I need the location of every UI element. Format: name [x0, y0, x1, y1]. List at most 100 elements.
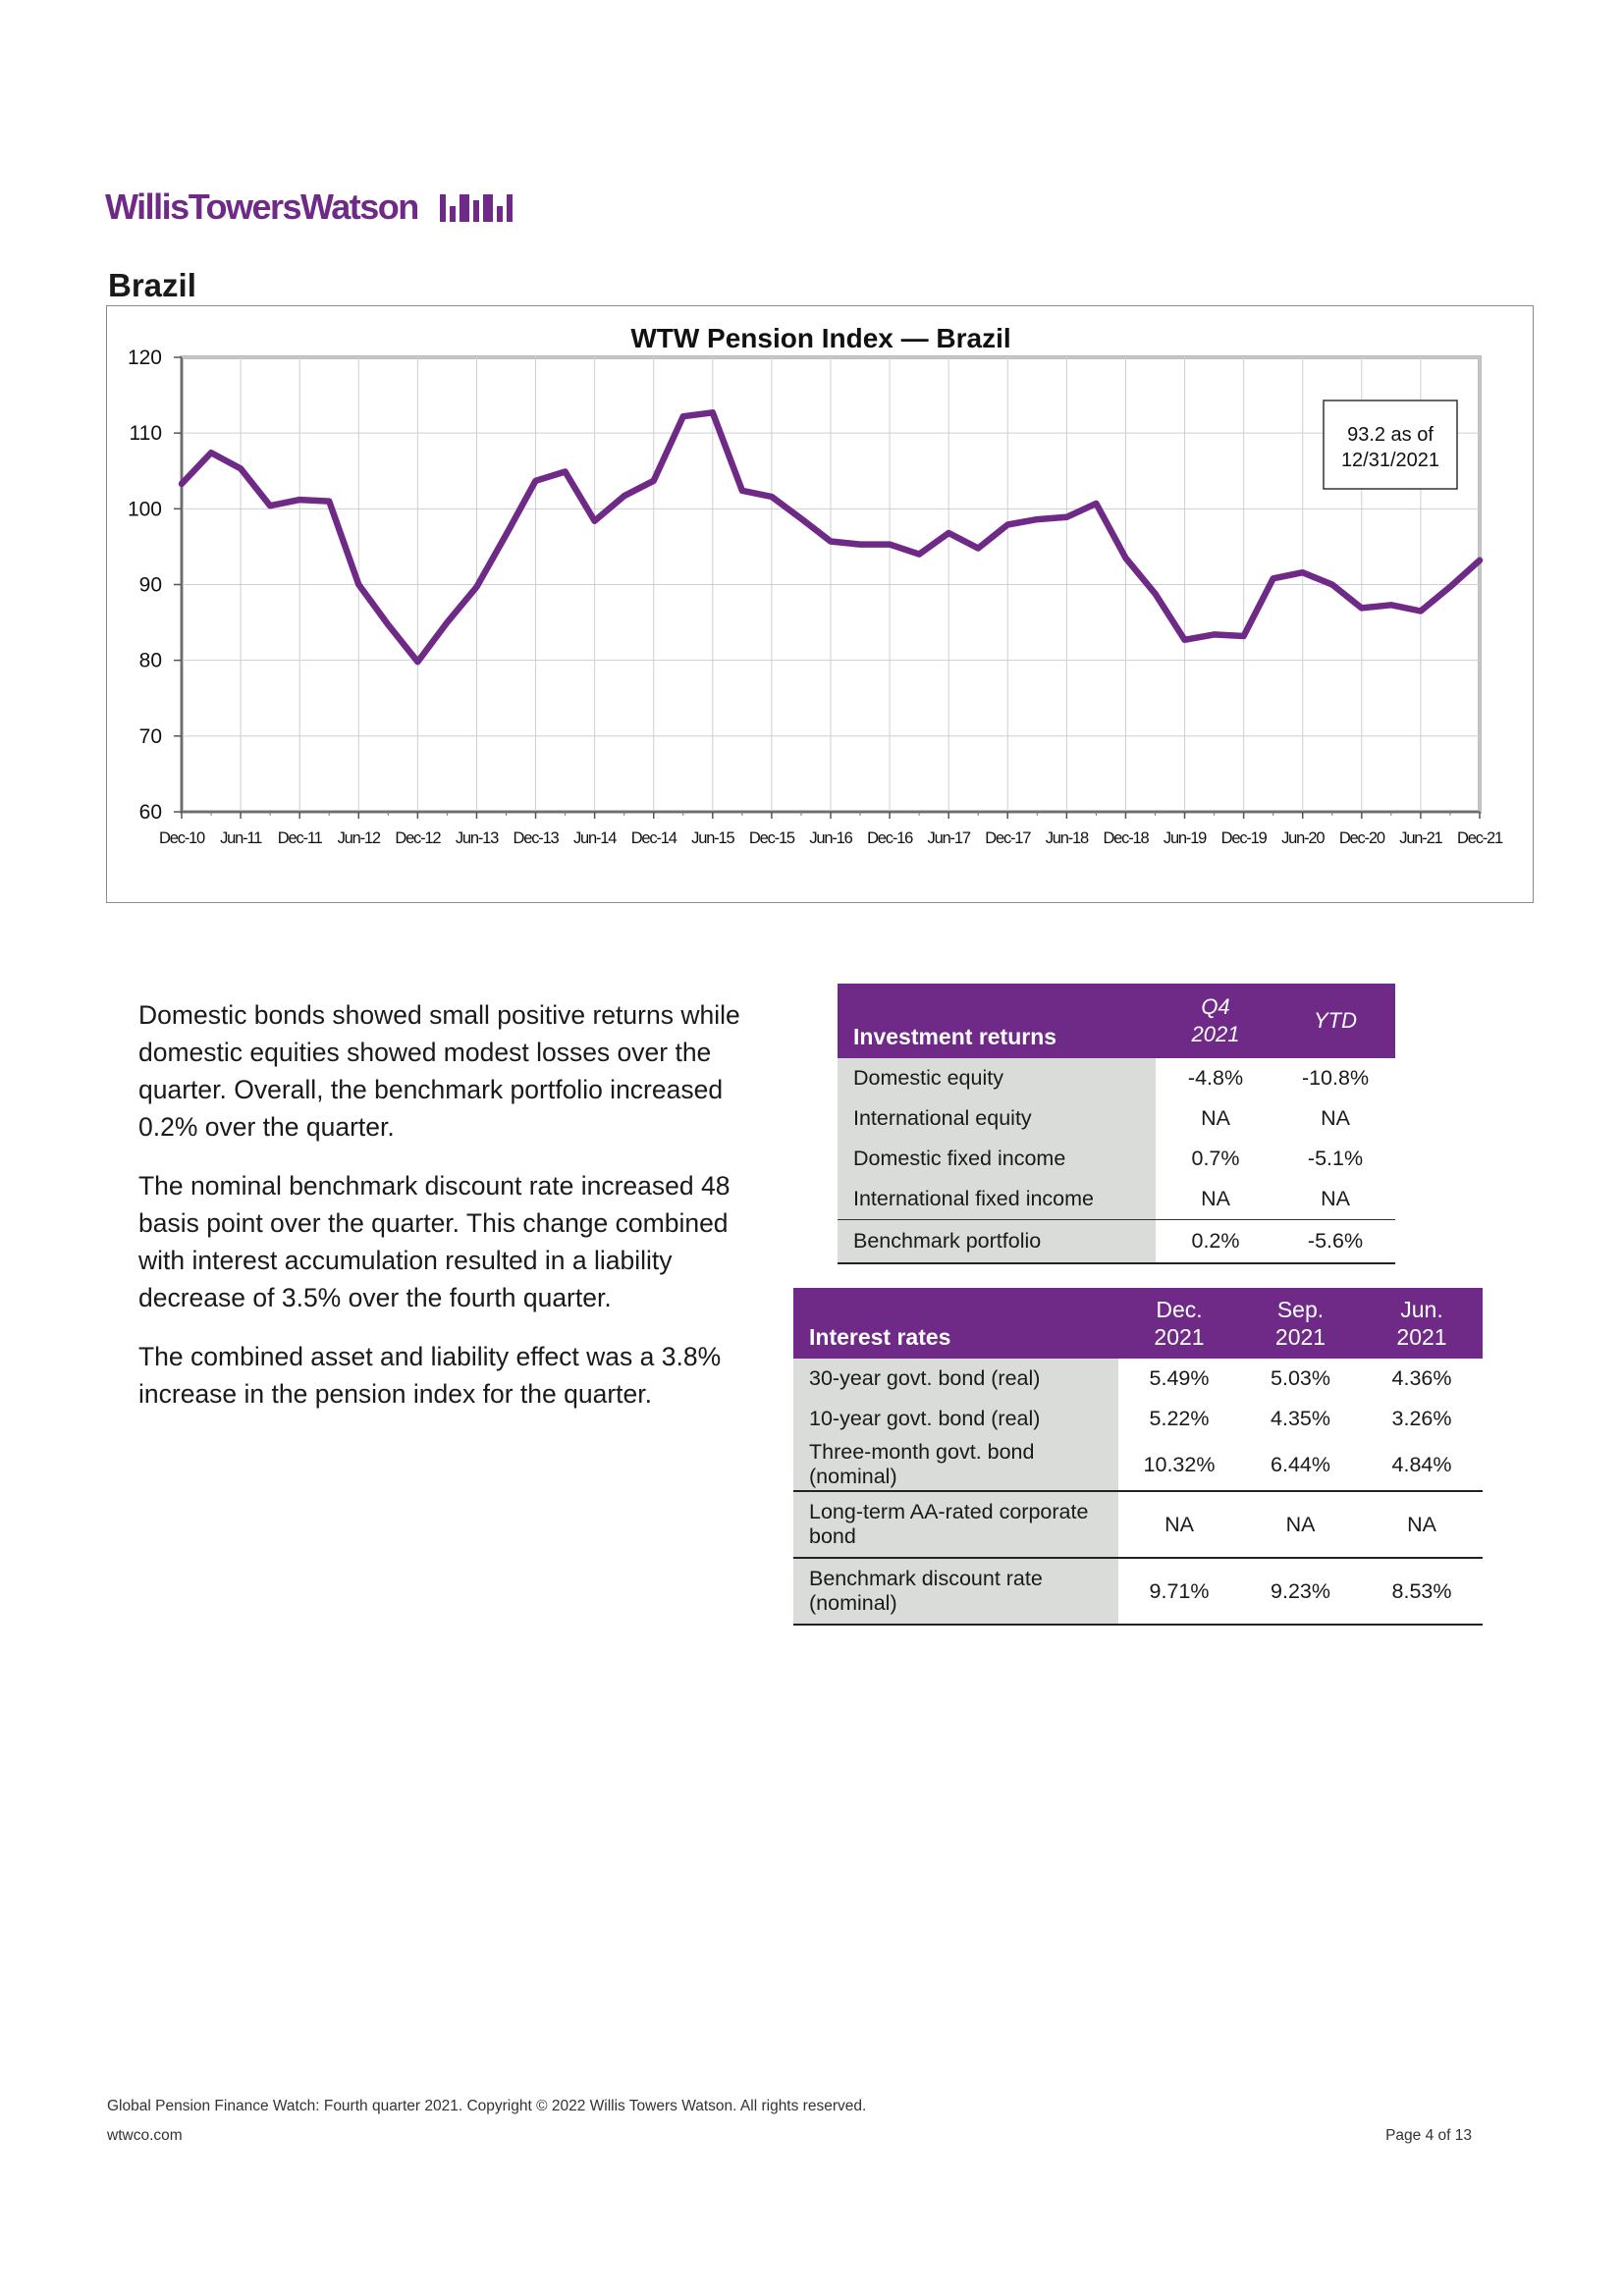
table-row: International fixed income NA NA — [838, 1179, 1395, 1220]
investment-returns-table: Investment returns Q4 2021 YTD Domestic … — [838, 984, 1395, 1264]
chart-annotation: 93.2 as of 12/31/2021 — [1323, 400, 1458, 490]
row-label: International fixed income — [838, 1179, 1156, 1220]
investment-returns-title: Investment returns — [838, 984, 1156, 1058]
x-tick-label: Jun-20 — [1281, 829, 1325, 847]
x-tick-label: Dec-18 — [1103, 829, 1149, 847]
table-header-row: Interest rates Dec. 2021 Sep. 2021 Jun. … — [793, 1288, 1483, 1359]
x-tick-label: Dec-15 — [749, 829, 795, 847]
interest-rates-title: Interest rates — [793, 1288, 1118, 1359]
y-tick-label: 90 — [139, 574, 162, 597]
chart-title: WTW Pension Index — Brazil — [630, 323, 1010, 353]
row-value: 5.03% — [1240, 1359, 1361, 1399]
paragraph-combined: The combined asset and liability effect … — [138, 1342, 722, 1409]
row-label: Benchmark discount rate (nominal) — [793, 1557, 1118, 1626]
table-row: Domestic equity -4.8% -10.8% — [838, 1058, 1395, 1098]
col-ytd-header: YTD — [1275, 984, 1395, 1058]
row-label-line1: Benchmark discount rate — [809, 1567, 1043, 1590]
x-tick-label: Jun-16 — [809, 829, 852, 847]
row-ytd-value: -5.6% — [1275, 1219, 1395, 1264]
x-tick-label: Dec-11 — [278, 829, 323, 847]
y-tick-label: 70 — [139, 725, 162, 748]
x-tick-label: Jun-13 — [456, 829, 499, 847]
x-tick-label: Dec-13 — [514, 829, 560, 847]
footer-site-link[interactable]: wtwco.com — [107, 2127, 183, 2144]
x-tick-label: Jun-15 — [691, 829, 734, 847]
row-q4-value: NA — [1156, 1179, 1275, 1220]
row-label-line2: (nominal) — [809, 1465, 897, 1488]
table-row: Domestic fixed income 0.7% -5.1% — [838, 1139, 1395, 1179]
row-label-line1: Three-month govt. bond — [809, 1440, 1035, 1464]
row-value: 6.44% — [1240, 1439, 1361, 1491]
x-tick-label: Jun-18 — [1046, 829, 1089, 847]
row-value: NA — [1118, 1490, 1240, 1558]
col-header-line2: 2021 — [1396, 1324, 1447, 1350]
col-q4-line2: 2021 — [1191, 1022, 1240, 1046]
x-tick-label: Dec-21 — [1457, 829, 1503, 847]
table-row: International equity NA NA — [838, 1098, 1395, 1139]
table-header-row: Investment returns Q4 2021 YTD — [838, 984, 1395, 1058]
row-label: Domestic equity — [838, 1058, 1156, 1098]
row-label: Three-month govt. bond (nominal) — [793, 1439, 1118, 1491]
x-tick-label: Jun-12 — [338, 829, 381, 847]
commentary: Domestic bonds showed small positive ret… — [138, 996, 777, 1434]
x-tick-label: Jun-21 — [1399, 829, 1442, 847]
row-value: 8.53% — [1361, 1557, 1483, 1626]
table-row-benchmark: Benchmark portfolio 0.2% -5.6% — [838, 1219, 1395, 1264]
x-tick-label: Dec-17 — [985, 829, 1031, 847]
col-jun-header: Jun. 2021 — [1361, 1288, 1483, 1359]
row-value: 9.71% — [1118, 1557, 1240, 1626]
col-dec-header: Dec. 2021 — [1118, 1288, 1240, 1359]
section-title: Brazil — [108, 267, 196, 303]
x-tick-label: Jun-19 — [1164, 829, 1207, 847]
row-ytd-value: NA — [1275, 1098, 1395, 1139]
interest-rates-table: Interest rates Dec. 2021 Sep. 2021 Jun. … — [793, 1288, 1483, 1626]
y-tick-label: 110 — [130, 422, 162, 445]
row-label: International equity — [838, 1098, 1156, 1139]
row-value: 4.36% — [1361, 1359, 1483, 1399]
y-tick-label: 100 — [128, 498, 162, 520]
x-tick-label: Dec-19 — [1221, 829, 1268, 847]
footer-page-number: Page 4 of 13 — [1385, 2127, 1472, 2144]
pension-index-chart-svg: WTW Pension Index — Brazil 60 70 80 90 100 11… — [128, 323, 1504, 847]
col-header-line1: Sep. — [1276, 1297, 1325, 1322]
col-q4-line1: Q4 — [1201, 994, 1230, 1019]
x-tick-label: Dec-12 — [395, 829, 441, 847]
x-tick-label: Jun-17 — [928, 829, 971, 847]
col-header-line2: 2021 — [1274, 1324, 1326, 1350]
y-tick-label: 80 — [139, 650, 162, 672]
col-sep-header: Sep. 2021 — [1240, 1288, 1361, 1359]
row-ytd-value: -10.8% — [1275, 1058, 1395, 1098]
row-q4-value: -4.8% — [1156, 1058, 1275, 1098]
row-label: 30-year govt. bond (real) — [793, 1359, 1118, 1399]
row-value: 9.23% — [1240, 1557, 1361, 1626]
row-label-line2: bond — [809, 1524, 856, 1548]
col-header-line1: Dec. — [1156, 1297, 1203, 1322]
annotation-line-2: 12/31/2021 — [1341, 450, 1439, 471]
row-value: NA — [1361, 1490, 1483, 1558]
logo-bars-icon — [439, 192, 513, 222]
table-row: 30-year govt. bond (real) 5.49% 5.03% 4.… — [793, 1359, 1483, 1399]
pension-index-series-line — [178, 409, 1484, 666]
table-row: Three-month govt. bond (nominal) 10.32% … — [793, 1439, 1483, 1491]
x-tick-label: Dec-14 — [631, 829, 677, 847]
row-value: 5.22% — [1118, 1399, 1240, 1439]
paragraph-assets: Domestic bonds showed small positive ret… — [138, 1000, 740, 1142]
row-value: 5.49% — [1118, 1359, 1240, 1399]
x-tick-label: Dec-16 — [867, 829, 913, 847]
row-value: 10.32% — [1118, 1439, 1240, 1491]
footer-copyright: Global Pension Finance Watch: Fourth qua… — [107, 2098, 867, 2114]
logo-wordmark: WillisTowersWatson — [105, 187, 419, 227]
annotation-line-1: 93.2 as of — [1347, 424, 1434, 446]
col-header-line2: 2021 — [1154, 1324, 1205, 1350]
col-q4-header: Q4 2021 — [1156, 984, 1275, 1058]
row-value: 4.35% — [1240, 1399, 1361, 1439]
row-ytd-value: -5.1% — [1275, 1139, 1395, 1179]
table-row: 10-year govt. bond (real) 5.22% 4.35% 3.… — [793, 1399, 1483, 1439]
row-value: 3.26% — [1361, 1399, 1483, 1439]
x-tick-label: Dec-10 — [159, 829, 205, 847]
paragraph-liabilities: The nominal benchmark discount rate incr… — [138, 1171, 731, 1312]
row-label: Long-term AA-rated corporate bond — [793, 1490, 1118, 1558]
row-label-line2: (nominal) — [809, 1591, 897, 1615]
x-tick-label: Dec-20 — [1339, 829, 1385, 847]
row-q4-value: 0.2% — [1156, 1219, 1275, 1264]
